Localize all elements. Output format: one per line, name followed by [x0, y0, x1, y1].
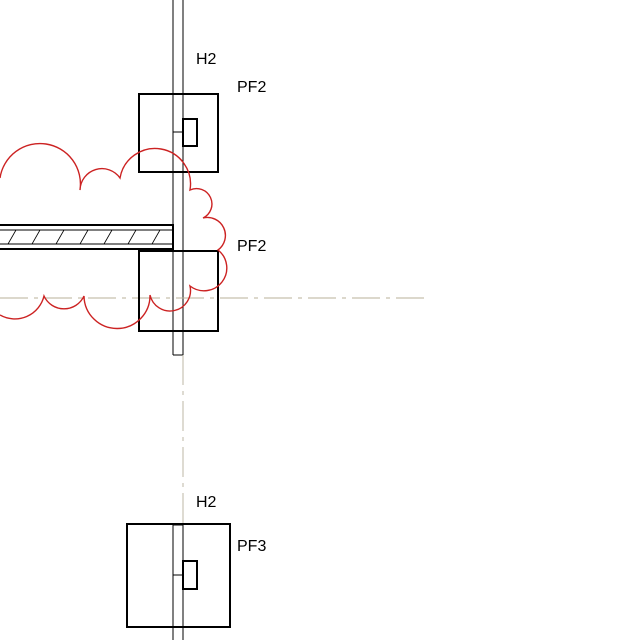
grid-label-top: H2	[196, 51, 217, 68]
footing-label-middle: PF2	[237, 238, 266, 255]
footing-middle	[138, 250, 219, 332]
grid-label-bottom: H2	[196, 494, 217, 511]
footing-label-top: PF2	[237, 79, 266, 96]
footing-bottom	[126, 523, 231, 628]
column-wall-strip	[172, 0, 184, 640]
footing-top	[138, 93, 219, 173]
footing-label-bottom: PF3	[237, 538, 266, 555]
revision-cloud	[0, 142, 228, 330]
beam-hatched	[0, 224, 174, 250]
